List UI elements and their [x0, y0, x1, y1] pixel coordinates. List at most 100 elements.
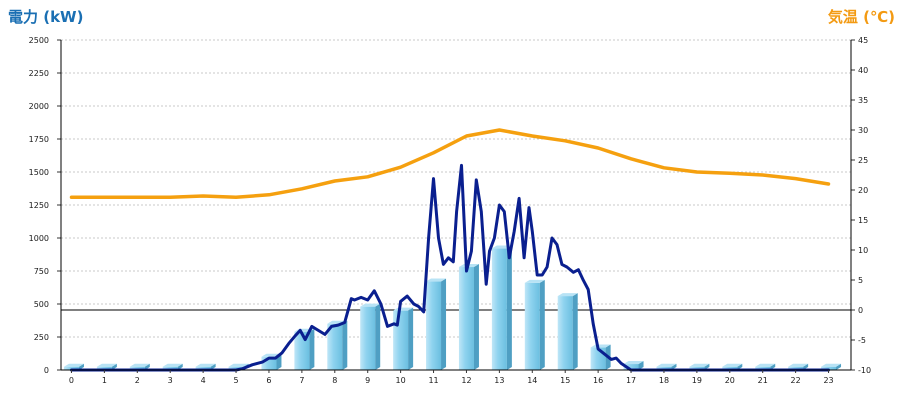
bar-22	[788, 363, 809, 370]
bar-side	[342, 320, 348, 370]
bar-face	[821, 366, 837, 370]
left-tick-label: 750	[34, 267, 49, 276]
bar-top	[722, 363, 743, 367]
bar-side	[572, 293, 578, 370]
bar-face	[623, 364, 639, 370]
x-tick-label: 0	[69, 376, 74, 385]
x-tick-label: 20	[725, 376, 735, 385]
bar-side	[309, 328, 315, 370]
bar-face	[491, 248, 507, 370]
right-tick-label: 0	[858, 306, 863, 315]
bar-face	[426, 281, 442, 370]
x-tick-label: 6	[266, 376, 271, 385]
left-axis-ticks: 0 250 500 750 1000 1250 1500 1750 2000 2250 2500	[29, 36, 49, 375]
bar-top	[524, 279, 545, 283]
bar-3	[162, 363, 183, 370]
bar-face	[524, 282, 540, 370]
right-tick-label: -5	[858, 336, 866, 345]
bar-top	[821, 363, 842, 367]
bar-side	[836, 363, 842, 370]
bar-side	[144, 363, 150, 370]
bar-top	[426, 278, 447, 282]
left-tick-label: 2000	[29, 102, 49, 111]
bar-top	[96, 363, 117, 367]
left-tick-label: 250	[34, 333, 49, 342]
bar-top	[590, 344, 611, 348]
bar-face	[656, 366, 672, 370]
bar-face	[327, 323, 343, 370]
bar-series	[63, 245, 842, 370]
bar-8	[327, 320, 348, 370]
bar-side	[111, 363, 117, 370]
bar-19	[689, 363, 710, 370]
x-tick-label: 1	[102, 376, 107, 385]
bar-side	[704, 363, 710, 370]
bar-side	[671, 363, 677, 370]
bar-top	[162, 363, 183, 367]
bar-side	[408, 307, 414, 370]
left-tick-label: 1250	[29, 201, 49, 210]
bar-17	[623, 361, 644, 370]
bar-side	[803, 363, 809, 370]
left-tick-label: 500	[34, 300, 49, 309]
x-tick-label: 8	[332, 376, 337, 385]
bar-top	[557, 293, 578, 297]
bar-face	[755, 366, 771, 370]
bar-side	[473, 264, 479, 370]
x-tick-label: 21	[758, 376, 768, 385]
bar-side	[737, 363, 743, 370]
left-tick-label: 2500	[29, 36, 49, 45]
bar-13	[491, 245, 512, 370]
bar-face	[689, 366, 705, 370]
bar-top	[689, 363, 710, 367]
right-tick-label: -10	[858, 366, 871, 375]
bar-top	[360, 303, 381, 307]
bar-top	[195, 363, 216, 367]
bar-face	[96, 366, 112, 370]
bar-face	[360, 306, 376, 370]
bar-face	[228, 366, 244, 370]
right-tick-label: 25	[858, 156, 868, 165]
x-tick-label: 19	[692, 376, 702, 385]
bar-top	[623, 361, 644, 365]
right-axis-title: 気温 (℃)	[828, 8, 895, 26]
bar-side	[78, 363, 84, 370]
right-tick-label: 20	[858, 186, 868, 195]
bar-face	[557, 296, 573, 370]
left-axis-title: 電力 (kW)	[8, 8, 83, 26]
x-tick-label: 23	[823, 376, 833, 385]
bar-face	[129, 366, 145, 370]
x-tick-label: 7	[299, 376, 304, 385]
x-tick-label: 11	[428, 376, 438, 385]
temperature-line	[69, 128, 831, 199]
bar-side	[770, 363, 776, 370]
x-tick-label: 12	[461, 376, 471, 385]
bar-9	[360, 303, 381, 370]
bar-side	[638, 361, 644, 370]
x-tick-label: 22	[791, 376, 801, 385]
bar-face	[162, 366, 178, 370]
bar-side	[506, 245, 512, 370]
bar-1	[96, 363, 117, 370]
bar-15	[557, 293, 578, 370]
bar-side	[539, 279, 545, 370]
right-tick-label: 5	[858, 276, 863, 285]
right-tick-label: 45	[858, 36, 868, 45]
left-tick-label: 2250	[29, 69, 49, 78]
x-axis-ticks: 0 1 2 3 4 5 6 7 8 9 10 11 12 13 14 15 16 17 18 19 20 21 22 23	[69, 376, 834, 385]
x-tick-label: 2	[135, 376, 140, 385]
bar-top	[228, 363, 249, 367]
bar-11	[426, 278, 447, 370]
bar-2	[129, 363, 150, 370]
x-tick-label: 14	[527, 376, 537, 385]
bar-20	[722, 363, 743, 370]
bar-23	[821, 363, 842, 370]
bar-top	[788, 363, 809, 367]
bar-side	[177, 363, 183, 370]
axes	[57, 39, 855, 373]
bar-top	[656, 363, 677, 367]
bar-face	[458, 267, 474, 370]
bar-12	[458, 264, 479, 370]
power-line	[70, 163, 830, 372]
